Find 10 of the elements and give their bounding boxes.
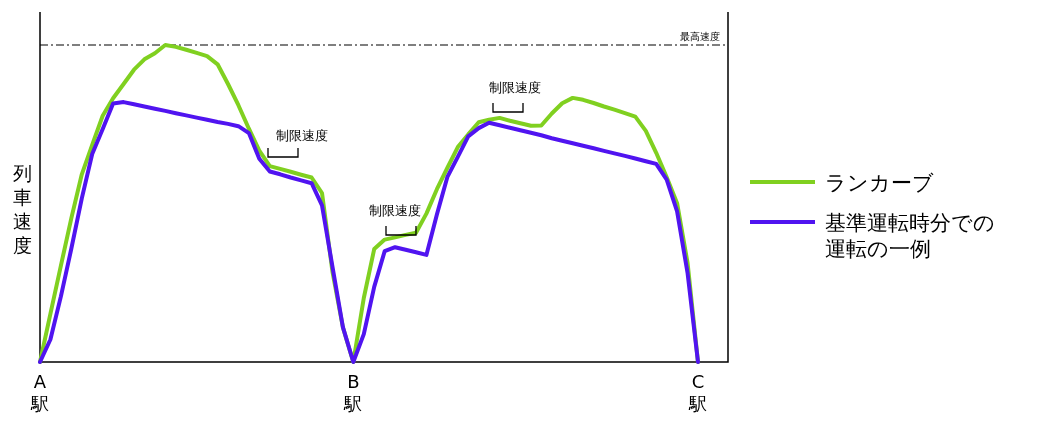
annotation: 制限速度 xyxy=(369,203,421,218)
annotation: 制限速度 xyxy=(276,128,328,143)
legend-label: ランカーブ xyxy=(825,171,934,195)
annotation: 制限速度 xyxy=(489,80,541,95)
y-axis-title: 列車速度 xyxy=(12,162,32,256)
legend-label: 基準運転時分での運転の一例 xyxy=(825,211,995,261)
x-tick-label: C駅 xyxy=(688,371,707,414)
ref-line-label: 最高速度 xyxy=(680,31,720,42)
x-tick-label: A駅 xyxy=(30,371,49,414)
x-tick-label: B駅 xyxy=(343,371,363,414)
